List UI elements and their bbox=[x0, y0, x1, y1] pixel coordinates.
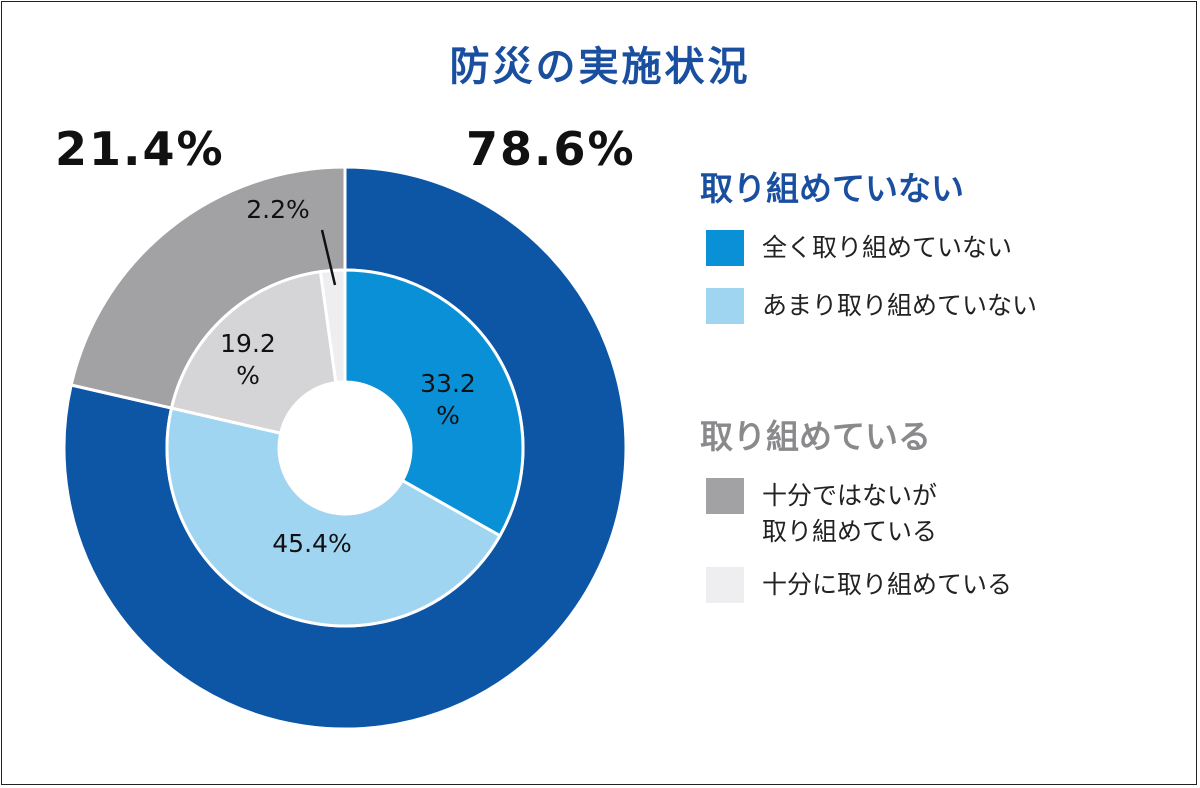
legend-item: 十分ではないが 取り組めている bbox=[706, 478, 937, 550]
inner-slice-3 bbox=[318, 268, 347, 385]
legend-swatch bbox=[706, 288, 744, 324]
inner-data-label: 45.4% bbox=[272, 529, 351, 558]
legend-heading-not: 取り組めていない bbox=[700, 169, 964, 208]
chart-title: 防災の実施状況 bbox=[449, 44, 751, 90]
inner-slice-1 bbox=[165, 406, 502, 628]
inner-data-label: 2.2% bbox=[246, 195, 310, 224]
outer-label-torikumeteiru: 21.4% bbox=[55, 122, 225, 176]
legend-item: 全く取り組めていない bbox=[706, 230, 1012, 266]
outer-label-torikumeteinai: 78.6% bbox=[466, 122, 636, 176]
inner-slice-2 bbox=[169, 270, 338, 435]
inner-data-label: 33.2% bbox=[420, 369, 476, 430]
legend-item: 十分に取り組めている bbox=[706, 567, 1012, 603]
legend-swatch bbox=[706, 567, 744, 603]
legend-swatch bbox=[706, 230, 744, 266]
legend-heading-yes: 取り組めている bbox=[700, 417, 931, 456]
inner-data-label: 19.2% bbox=[220, 329, 276, 390]
inner-slice-0 bbox=[343, 268, 525, 538]
legend-label: 十分ではないが 取り組めている bbox=[762, 481, 938, 546]
legend-swatch bbox=[706, 478, 744, 514]
leader-line bbox=[320, 229, 337, 286]
legend-item: あまり取り組めていない bbox=[706, 288, 1037, 324]
legend-label: あまり取り組めていない bbox=[762, 291, 1038, 320]
legend-label: 全く取り組めていない bbox=[762, 233, 1013, 262]
legend-label: 十分に取り組めている bbox=[762, 570, 1013, 599]
